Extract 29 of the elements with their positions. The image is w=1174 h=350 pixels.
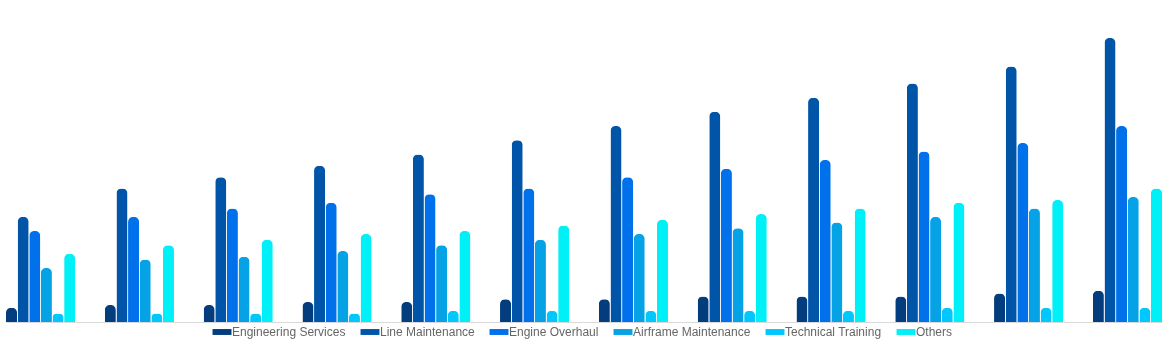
bar (709, 111, 721, 322)
bar (424, 194, 436, 322)
legend-label: Engine Overhaul (509, 325, 599, 339)
bar (1127, 197, 1139, 322)
bar (1116, 126, 1128, 322)
legend-label: Technical Training (785, 325, 882, 339)
bar (918, 151, 930, 322)
bar (116, 188, 128, 322)
bar (215, 177, 227, 322)
bar (314, 165, 326, 322)
bar (523, 188, 535, 322)
bar (511, 140, 523, 322)
legend-label: Line Maintenance (380, 325, 476, 339)
bar (412, 154, 424, 322)
bar (720, 168, 732, 322)
bar (906, 83, 918, 322)
bar (1150, 188, 1162, 322)
bar (819, 160, 831, 322)
legend-label: Engineering Services (232, 325, 346, 339)
legend-label: Others (916, 325, 953, 339)
bar (1104, 38, 1116, 322)
bar (610, 126, 622, 322)
legend-label: Airframe Maintenance (633, 325, 751, 339)
bar (953, 202, 965, 322)
bar (622, 177, 634, 322)
bar (325, 202, 337, 322)
bar (1005, 66, 1017, 322)
bar (1017, 143, 1029, 322)
bar (808, 97, 820, 322)
